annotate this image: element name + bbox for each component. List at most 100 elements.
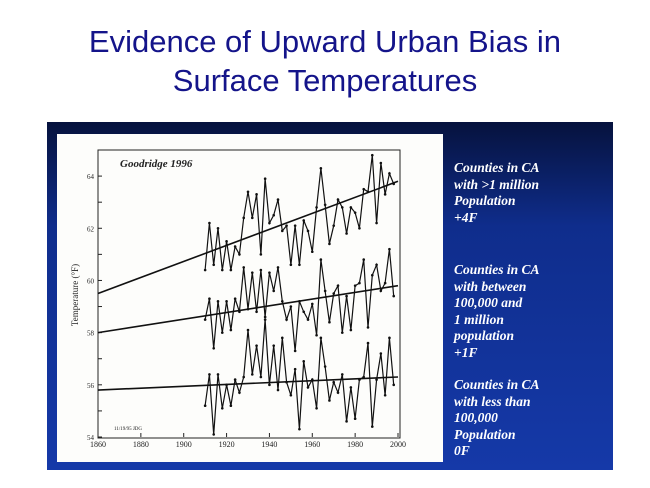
data-point	[319, 166, 323, 170]
data-point	[298, 263, 301, 267]
data-point	[259, 253, 263, 256]
data-point	[263, 318, 267, 321]
data-point	[233, 245, 237, 248]
data-point	[298, 427, 301, 431]
data-point	[362, 375, 366, 379]
x-tick-label: 2000	[390, 440, 406, 449]
data-point	[349, 328, 353, 332]
series-line-2	[204, 319, 395, 435]
title-line-2: Surface Temperatures	[172, 63, 478, 98]
data-point	[293, 367, 297, 371]
data-point	[250, 216, 254, 220]
data-point	[238, 391, 241, 394]
data-point	[340, 331, 344, 334]
data-point	[285, 380, 288, 384]
y-tick-label: 64	[87, 173, 95, 181]
data-point	[310, 302, 314, 306]
data-point	[379, 352, 383, 355]
annotation-line: Counties in CA	[454, 160, 540, 175]
data-point	[302, 310, 306, 314]
annotation-line: Population	[454, 193, 516, 209]
x-tick-label: 1860	[90, 440, 106, 449]
data-point	[238, 310, 241, 314]
data-point	[272, 213, 276, 217]
data-point	[370, 273, 374, 277]
annotation-large-counties: Counties in CA with >1 million Populatio…	[454, 160, 604, 226]
data-point	[242, 266, 246, 269]
y-tick-label: 54	[87, 434, 95, 442]
data-point	[246, 307, 250, 311]
data-point	[220, 407, 224, 410]
data-point	[336, 198, 340, 201]
data-point	[319, 258, 323, 261]
data-point	[276, 198, 280, 201]
data-point	[366, 190, 370, 194]
data-point	[358, 226, 361, 230]
data-point	[388, 172, 391, 175]
data-point	[268, 271, 271, 274]
data-point	[362, 187, 366, 191]
data-point	[280, 229, 284, 233]
annotation-line: Counties in CA	[454, 377, 540, 392]
data-point	[353, 211, 357, 214]
data-point	[306, 386, 310, 389]
annotation-line: 1 million	[454, 311, 504, 327]
annotation-line: population	[454, 328, 515, 344]
data-point	[255, 310, 258, 314]
chart-footnote: 11/19/95 JDG	[114, 427, 142, 432]
data-point	[353, 417, 357, 421]
data-point	[336, 284, 340, 287]
data-point	[259, 375, 263, 379]
data-point	[362, 258, 366, 261]
data-point	[315, 206, 318, 209]
data-point	[255, 193, 258, 196]
data-point	[323, 289, 327, 293]
y-tick-label: 62	[87, 225, 95, 233]
plot-frame	[97, 149, 401, 439]
data-point	[302, 360, 306, 363]
data-point	[272, 289, 276, 293]
data-point	[310, 378, 314, 381]
slide-title: Evidence of Upward Urban Bias in Surface…	[0, 22, 650, 100]
data-point	[229, 268, 233, 272]
annotation-line: 100,000	[454, 410, 498, 426]
data-point	[259, 268, 263, 272]
y-tick-label: 58	[87, 330, 95, 338]
annotation-medium-counties: Counties in CA with between 100,000 and …	[454, 262, 604, 362]
data-point	[375, 378, 378, 381]
data-point	[285, 224, 288, 227]
series-line-0	[204, 155, 395, 271]
data-point	[375, 221, 378, 225]
data-point	[276, 388, 280, 392]
data-point	[246, 190, 250, 194]
data-point	[388, 336, 391, 340]
x-tick-label: 1900	[176, 440, 192, 449]
data-point	[238, 253, 241, 256]
data-point	[216, 300, 220, 303]
data-point	[208, 221, 211, 225]
data-point	[293, 349, 297, 353]
annotation-line: with >1 million	[454, 176, 539, 192]
data-point	[345, 232, 348, 235]
data-point	[392, 383, 396, 387]
data-point	[229, 404, 233, 407]
data-point	[263, 315, 267, 319]
data-point	[233, 297, 237, 301]
data-point	[328, 242, 331, 246]
data-point	[323, 365, 327, 368]
data-point	[336, 391, 340, 394]
data-point	[268, 383, 271, 387]
data-point	[246, 328, 250, 332]
data-point	[366, 341, 370, 345]
data-point	[250, 373, 254, 376]
y-tick-label: 56	[87, 382, 95, 390]
data-point	[208, 373, 211, 376]
data-point	[272, 344, 276, 347]
data-point	[388, 247, 391, 251]
data-point	[392, 294, 396, 298]
annotation-line: 100,000 and	[454, 295, 523, 311]
annotation-line: +4F	[454, 209, 478, 225]
data-point	[212, 433, 216, 436]
trend-line-0	[97, 180, 399, 295]
